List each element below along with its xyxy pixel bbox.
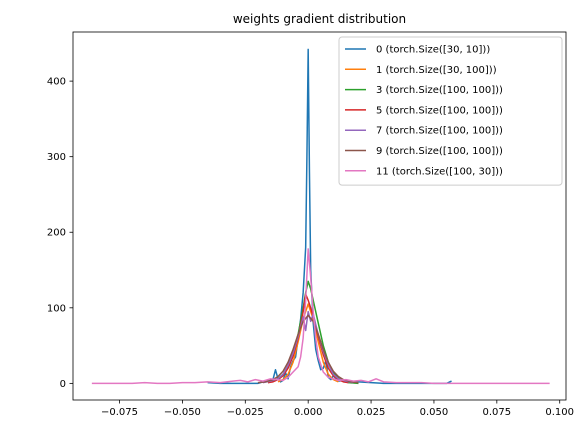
- x-tick-label: −0.025: [227, 407, 264, 418]
- legend-label-4: 7 (torch.Size([100, 100])): [376, 126, 503, 137]
- legend-label-1: 1 (torch.Size([30, 100])): [376, 65, 497, 76]
- chart-title: weights gradient distribution: [233, 12, 406, 26]
- legend-box: [338, 36, 563, 186]
- series-line-5: [257, 314, 359, 384]
- y-tick-label: 400: [47, 77, 66, 88]
- series-line-2: [267, 280, 359, 385]
- x-tick-label: 0.100: [545, 407, 574, 418]
- x-tick-label: 0.050: [420, 407, 449, 418]
- x-tick-label: −0.050: [164, 407, 201, 418]
- legend-label-6: 11 (torch.Size([100, 30])): [376, 166, 503, 177]
- y-tick-label: 0: [60, 379, 66, 390]
- legend-label-0: 0 (torch.Size([30, 10])): [376, 45, 490, 56]
- legend-label-3: 5 (torch.Size([100, 100])): [376, 105, 503, 116]
- series-line-3: [267, 293, 349, 384]
- legend: 0 (torch.Size([30, 10])) 1 (torch.Size([3…: [338, 36, 563, 186]
- x-tick-label: 0.025: [357, 407, 386, 418]
- x-tick-label: −0.075: [101, 407, 138, 418]
- plot-lines: [91, 48, 550, 385]
- legend-label-5: 9 (torch.Size([100, 100])): [376, 146, 503, 157]
- series-line-1: [277, 303, 339, 383]
- x-axis: −0.075 −0.050 −0.025 0.000 0.025 0.050 0.075 0.…: [101, 400, 574, 418]
- y-tick-label: 300: [47, 152, 66, 163]
- series-line-6: [91, 248, 550, 385]
- y-tick-label: 100: [47, 303, 66, 314]
- series-line-4: [262, 310, 354, 384]
- y-axis: 0 100 200 300 400: [47, 77, 73, 390]
- series-line-0: [207, 48, 452, 385]
- y-tick-label: 200: [47, 228, 66, 239]
- legend-label-2: 3 (torch.Size([100, 100])): [376, 85, 503, 96]
- x-tick-label: 0.000: [294, 407, 323, 418]
- x-tick-label: 0.075: [483, 407, 512, 418]
- plot-frame: [72, 31, 567, 401]
